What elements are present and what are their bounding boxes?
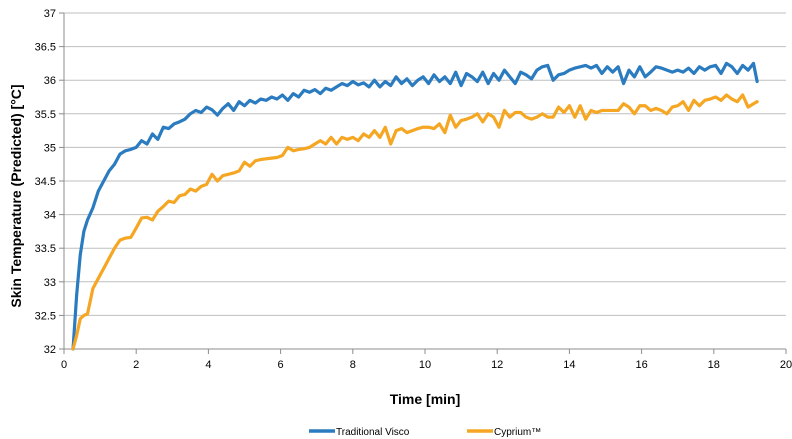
y-tick-label: 34.5 [35,176,56,188]
y-tick-label: 36 [44,75,56,87]
x-tick-label: 8 [350,359,356,371]
y-tick-label: 37 [44,8,56,20]
chart-axes [59,12,787,354]
y-axis-title: Skin Temperature (Predicted) [°C] [8,84,24,307]
x-axis-title: Time [min] [390,391,461,407]
legend-label: Cyprium™ [494,427,541,438]
y-tick-labels: 32 32.5 33 33.5 34 34.5 35 35.5 36 36.5 37 [35,8,56,356]
x-tick-label: 0 [61,359,67,371]
x-tick-label: 16 [635,359,647,371]
x-tick-label: 10 [419,359,431,371]
chart-gridlines [64,12,786,350]
x-tick-labels: 0 2 4 6 8 10 12 14 16 18 20 [61,359,792,371]
series-line-traditional-visco [71,61,759,351]
y-tick-label: 33.5 [35,243,56,255]
y-tick-label: 35 [44,142,56,154]
x-tick-label: 6 [278,359,284,371]
x-tick-label: 12 [491,359,503,371]
chart-legend: Traditional Visco Cyprium™ [309,427,541,438]
series-lines [71,61,759,351]
y-tick-label: 34 [44,210,56,222]
y-tick-label: 33 [44,277,56,289]
y-tick-label: 36.5 [35,42,56,54]
legend-item: Cyprium™ [467,427,541,438]
y-tick-label: 32 [44,344,56,356]
x-tick-label: 2 [133,359,139,371]
x-tick-label: 14 [563,359,575,371]
x-tick-label: 18 [708,359,720,371]
y-tick-label: 35.5 [35,109,56,121]
legend-item: Traditional Visco [309,427,410,438]
x-tick-label: 4 [205,359,211,371]
x-tick-label: 20 [780,359,792,371]
legend-label: Traditional Visco [336,427,410,438]
y-tick-label: 32.5 [35,310,56,322]
series-line-cyprium [71,93,759,351]
